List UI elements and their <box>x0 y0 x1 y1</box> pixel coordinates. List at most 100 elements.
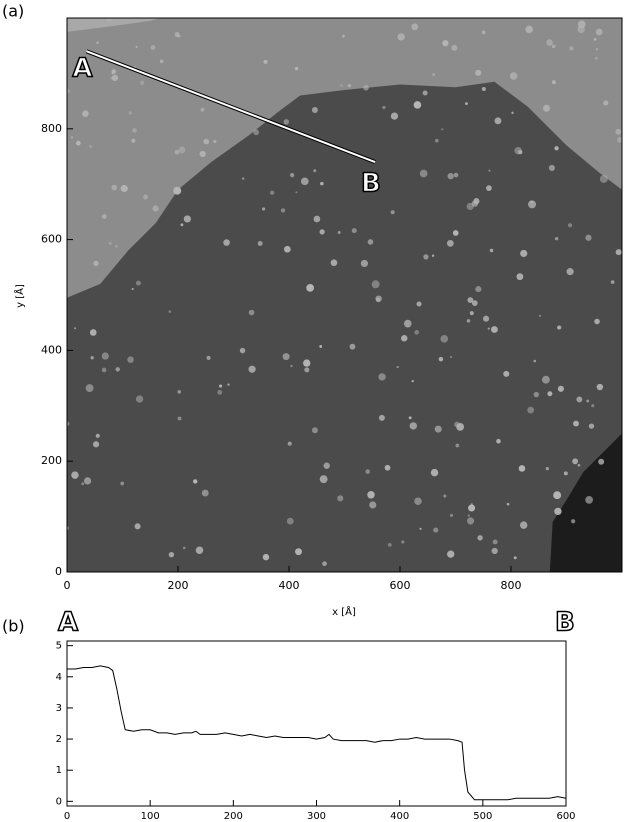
adsorbate <box>111 184 118 191</box>
adsorbate <box>132 128 137 133</box>
adsorbate <box>347 84 351 88</box>
adsorbate <box>430 468 439 477</box>
adsorbate <box>397 33 405 41</box>
adsorbate <box>180 223 184 227</box>
adsorbate <box>111 74 119 82</box>
y-tick-label: 600 <box>41 233 62 246</box>
adsorbate <box>241 177 245 180</box>
adsorbate <box>446 239 454 247</box>
adsorbate <box>131 138 136 143</box>
adsorbate <box>71 471 79 479</box>
adsorbate <box>467 297 474 304</box>
x-tick-label: 300 <box>307 811 326 822</box>
adsorbate <box>586 399 590 403</box>
adsorbate <box>371 280 380 289</box>
adsorbate <box>548 164 555 171</box>
y-tick-label: 2 <box>56 734 62 745</box>
adsorbate <box>217 389 223 395</box>
end-label: B <box>555 608 575 638</box>
adsorbate <box>143 194 149 200</box>
y-tick-label: 1 <box>56 765 62 776</box>
adsorbate <box>81 482 85 486</box>
adsorbate <box>481 30 486 35</box>
adsorbate <box>414 497 422 505</box>
adsorbate <box>135 395 144 403</box>
adsorbate <box>518 465 526 472</box>
adsorbate <box>257 240 263 246</box>
adsorbate <box>183 215 191 223</box>
adsorbate <box>477 535 483 541</box>
adsorbate <box>340 84 343 87</box>
x-tick-label: 400 <box>390 811 409 822</box>
adsorbate <box>83 477 92 485</box>
adsorbate <box>491 547 498 555</box>
adsorbate <box>552 80 556 85</box>
adsorbate <box>465 102 468 106</box>
adsorbate <box>177 416 182 421</box>
adsorbate <box>438 356 444 362</box>
adsorbate <box>75 140 81 146</box>
adsorbate <box>290 364 293 368</box>
adsorbate <box>396 365 399 369</box>
adsorbate <box>390 112 399 120</box>
adsorbate <box>553 491 562 500</box>
adsorbate <box>414 330 420 335</box>
adsorbate <box>595 28 603 36</box>
adsorbate <box>593 37 597 41</box>
adsorbate <box>588 423 595 429</box>
adsorbate <box>443 494 447 498</box>
adsorbate <box>610 280 615 284</box>
adsorbate <box>213 139 217 144</box>
x-tick-label: 200 <box>224 811 243 822</box>
adsorbate <box>554 507 562 516</box>
adsorbate <box>89 144 93 149</box>
x-tick-label: 600 <box>556 811 575 822</box>
adsorbate <box>481 86 486 91</box>
adsorbate <box>337 230 341 234</box>
adsorbate <box>577 25 585 34</box>
adsorbate <box>283 245 291 253</box>
y-tick-label: 400 <box>41 343 62 356</box>
frame <box>66 640 567 807</box>
adsorbate <box>74 327 77 330</box>
adsorbate <box>337 495 344 502</box>
adsorbate <box>572 458 579 465</box>
adsorbate <box>447 172 454 180</box>
x-tick-label: 500 <box>473 811 492 822</box>
adsorbate <box>287 441 292 446</box>
adsorbate <box>360 259 369 268</box>
adsorbate <box>431 254 435 257</box>
end-label: A <box>58 608 78 638</box>
adsorbate <box>294 66 299 71</box>
adsorbate <box>408 416 412 420</box>
y-tick-label: 800 <box>41 122 62 135</box>
adsorbate <box>95 433 100 438</box>
adsorbate <box>70 136 74 139</box>
adsorbate <box>541 375 550 384</box>
adsorbate <box>192 479 198 484</box>
adsorbate <box>367 239 374 245</box>
adsorbate <box>82 110 89 117</box>
adsorbate <box>286 517 294 525</box>
adsorbate <box>433 527 439 533</box>
adsorbate <box>442 40 449 47</box>
adsorbate <box>452 230 459 236</box>
x-tick-label: 600 <box>390 579 411 592</box>
adsorbate <box>108 241 112 245</box>
adsorbate <box>111 69 117 74</box>
adsorbate <box>135 280 141 286</box>
adsorbate <box>469 311 474 316</box>
adsorbate <box>92 441 100 448</box>
adsorbate <box>542 104 551 112</box>
adsorbate <box>494 117 502 125</box>
adsorbate <box>219 384 223 388</box>
adsorbate <box>422 90 428 96</box>
adsorbate <box>304 367 310 373</box>
adsorbate <box>101 352 109 360</box>
y-tick-label: 5 <box>56 641 62 652</box>
adsorbate <box>323 462 330 469</box>
adsorbate <box>519 521 528 529</box>
adsorbate <box>520 249 528 258</box>
adsorbate <box>528 200 537 209</box>
adsorbate <box>450 513 454 517</box>
